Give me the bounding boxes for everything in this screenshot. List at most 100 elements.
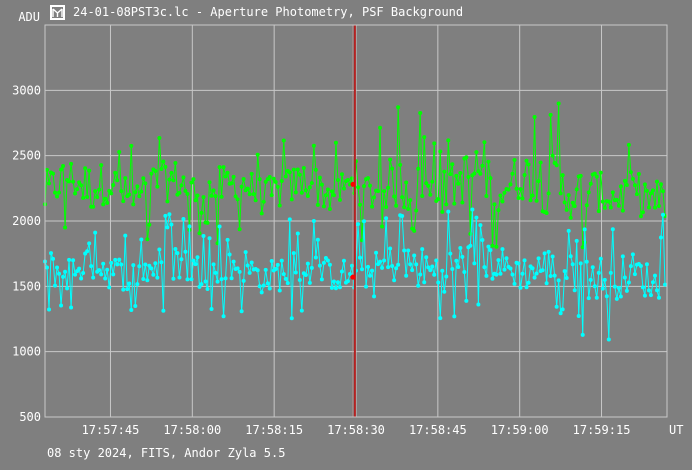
series-segment <box>198 212 203 234</box>
series-segment <box>70 260 74 308</box>
series-segment <box>132 265 136 307</box>
series-segment <box>622 256 626 278</box>
series-segment <box>335 142 339 180</box>
series-segment <box>371 270 375 297</box>
series-segment <box>128 283 132 311</box>
series-segment <box>598 172 602 212</box>
series-segment <box>148 173 152 225</box>
series-segment <box>546 251 550 284</box>
series-segment <box>158 137 162 170</box>
series-segment <box>574 240 578 291</box>
series-segment <box>243 252 247 281</box>
series-segment <box>321 184 325 207</box>
series-segment <box>172 248 176 279</box>
series-segment <box>269 260 273 289</box>
series-segment <box>317 177 321 205</box>
series-segment <box>437 282 441 319</box>
app-icon[interactable] <box>50 4 65 20</box>
series-segment <box>550 256 554 277</box>
y-tick-label: 1500 <box>12 279 41 293</box>
series-segment <box>582 229 586 335</box>
series-segment <box>357 187 361 205</box>
series-segment <box>451 268 455 317</box>
series-segment <box>279 260 283 291</box>
series-segment <box>201 197 205 213</box>
series-segment <box>233 176 237 197</box>
series-segment <box>646 264 650 291</box>
series-segment <box>405 250 409 276</box>
series-segment <box>88 243 92 267</box>
x-tick-label: 17:59:00 <box>491 423 549 437</box>
series-segment <box>154 263 158 278</box>
series-segment <box>550 114 554 156</box>
series-segment <box>46 169 50 184</box>
series-segment <box>313 145 317 170</box>
series-segment <box>359 204 363 241</box>
series-segment <box>162 215 166 311</box>
series-segment <box>475 152 479 172</box>
series-segment <box>295 233 299 273</box>
series-segment <box>586 261 590 299</box>
series-segment <box>299 174 303 193</box>
series-segment <box>429 181 433 195</box>
series-segment <box>568 230 572 257</box>
series-segment <box>98 165 102 190</box>
series-segment <box>439 270 443 319</box>
series-segment <box>411 255 415 271</box>
series-segment <box>108 262 112 288</box>
series-segment <box>481 239 485 268</box>
series-segment <box>271 178 275 196</box>
series-segment <box>610 192 614 208</box>
series-segment <box>311 221 315 268</box>
series-segment <box>176 253 180 278</box>
series-segment <box>532 116 536 196</box>
series-segment <box>548 114 552 194</box>
x-tick-label: 17:58:00 <box>163 423 221 437</box>
series-segment <box>209 238 213 310</box>
series-segment <box>102 263 106 279</box>
series-segment <box>443 171 447 205</box>
series-segment <box>174 162 178 195</box>
series-segment <box>269 176 273 196</box>
series-segment <box>586 192 590 206</box>
series-segment <box>600 258 604 289</box>
x-tick-label: 17:59:15 <box>573 423 631 437</box>
series-segment <box>548 251 552 277</box>
series-segment <box>158 249 162 263</box>
series-segment <box>556 103 560 166</box>
series-segment <box>385 218 389 268</box>
series-segment <box>497 195 501 211</box>
series-segment <box>439 151 443 212</box>
series-segment <box>588 279 592 299</box>
series-segment <box>528 164 532 201</box>
series-segment <box>130 145 134 205</box>
series-segment <box>421 249 425 283</box>
series-segment <box>257 154 261 180</box>
series-segment <box>387 248 391 268</box>
series-segment <box>596 272 600 298</box>
series-segment <box>313 221 317 258</box>
series-segment <box>554 275 558 307</box>
series-segment <box>48 253 52 310</box>
plot-frame <box>44 24 668 418</box>
series-segment <box>277 186 281 206</box>
series-segment <box>403 250 407 276</box>
series-segment <box>82 168 86 198</box>
series-segment <box>433 143 437 202</box>
series-segment <box>606 296 610 340</box>
series-segment <box>574 189 578 207</box>
series-segment <box>46 267 50 310</box>
series-segment <box>72 260 76 275</box>
footer-info: 08 sty 2024, FITS, Andor Zyla 5.5 <box>47 446 286 460</box>
series-segment <box>142 264 146 280</box>
series-segment <box>570 202 574 218</box>
series-segment <box>297 233 301 281</box>
y-tick-label: 2000 <box>12 214 41 228</box>
series-segment <box>415 168 419 211</box>
grid <box>45 25 667 418</box>
series-segment <box>64 271 68 289</box>
series-segment <box>263 181 267 202</box>
series-segment <box>164 166 168 202</box>
series-segment <box>566 230 570 278</box>
